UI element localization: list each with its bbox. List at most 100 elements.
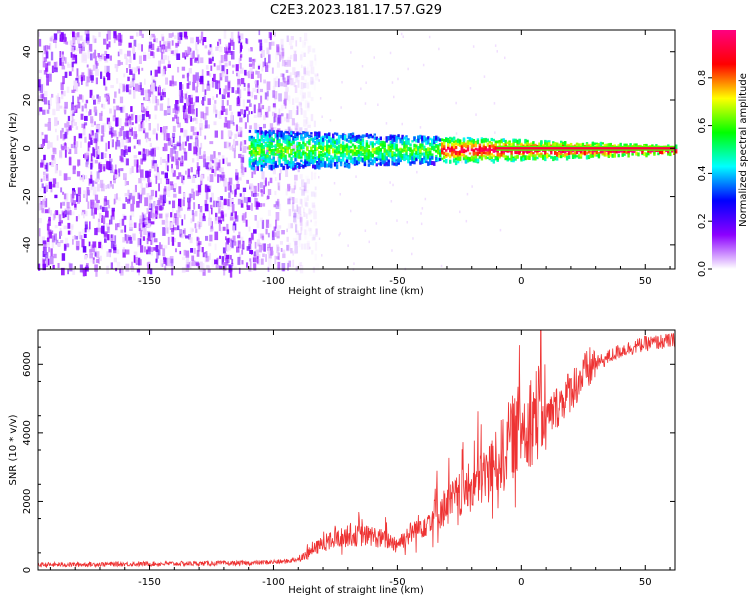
spectrogram-cell	[305, 175, 309, 180]
spectrogram-cell	[258, 158, 261, 163]
spectrogram-cell	[261, 235, 265, 241]
spectrogram-cell	[353, 157, 357, 162]
spectrogram-cell	[86, 64, 89, 68]
spectrogram-cell	[87, 201, 90, 209]
spectrogram-cell	[306, 67, 309, 71]
spectrogram-cell	[302, 40, 306, 48]
spectrogram-cell	[79, 177, 83, 181]
spectrogram-cell	[258, 157, 261, 160]
spectrogram-cell	[103, 77, 106, 86]
spectrogram-cell	[126, 138, 129, 143]
spectrogram-cell	[85, 157, 89, 165]
spectrogram-cell	[57, 263, 60, 268]
spectrogram-cell	[237, 132, 242, 137]
spectrogram-cell	[307, 63, 309, 70]
snr-x-tick-label: -50	[389, 577, 405, 588]
spectrogram-cell	[298, 233, 302, 241]
spectrogram-cell	[162, 87, 166, 92]
spectrogram-cell	[201, 69, 204, 78]
spectrogram-cell	[199, 261, 203, 269]
spectrogram-cell	[292, 237, 297, 243]
spectrogram-cell	[308, 135, 311, 139]
spectrogram-cell	[192, 191, 195, 200]
spectrogram-cell	[280, 130, 283, 135]
spectrogram-cell	[181, 174, 184, 184]
spectrogram-cell	[558, 153, 561, 158]
spectrogram-cell	[369, 158, 372, 162]
spectrogram-cell	[280, 107, 284, 112]
spectrogram-cell	[151, 82, 155, 92]
spectrogram-cell	[304, 229, 308, 235]
spectrogram-cell	[528, 152, 531, 158]
spectrogram-cell	[290, 134, 293, 138]
spectrogram-cell	[167, 97, 170, 107]
spectrogram-cell	[306, 161, 309, 164]
spectrogram-cell	[286, 228, 288, 233]
spectrogram-cell	[63, 90, 66, 97]
spectrogram-cell	[345, 147, 349, 152]
spectrogram-cell	[299, 72, 302, 76]
spectrogram-cell	[286, 159, 289, 165]
spectrogram-cell	[450, 151, 454, 157]
spectrogram-cell	[387, 137, 390, 140]
spectrogram-cell	[474, 147, 478, 151]
spectrogram-cell	[237, 126, 241, 135]
spectrogram-cell	[51, 93, 54, 98]
spectrogram-cell	[452, 140, 456, 144]
spectrogram-cell	[368, 240, 370, 244]
spectrogram-cell	[526, 155, 529, 160]
spectrogram-cell	[347, 149, 351, 153]
spectrogram-cell	[347, 155, 351, 160]
spectrogram-cell	[343, 163, 347, 167]
spectrogram-cell	[250, 143, 254, 149]
spectrogram-cell	[365, 149, 369, 152]
spectrogram-cell	[199, 217, 203, 227]
spectrogram-cell	[231, 258, 234, 264]
spectrogram-cell	[613, 152, 616, 158]
spectrogram-cell	[381, 143, 384, 146]
spectrogram-cell	[183, 214, 186, 220]
spectrogram-cell	[38, 218, 42, 224]
spectrogram-cell	[53, 33, 58, 41]
spectrogram-cell	[256, 161, 259, 165]
spectrogram-cell	[179, 229, 183, 237]
spectrogram-cell	[296, 77, 301, 82]
spectrogram-cell	[488, 144, 491, 148]
spectrogram-cell	[97, 222, 101, 228]
spectrogram-cell	[51, 239, 55, 248]
spectrogram-cell	[287, 260, 291, 270]
spectrogram-cell	[328, 158, 331, 163]
spectrogram-cell	[301, 189, 305, 196]
spectrogram-cell	[345, 163, 349, 168]
spectrogram-cell	[179, 94, 182, 100]
spectrogram-cell	[197, 184, 202, 193]
spectrogram-cell	[496, 156, 499, 161]
spectrogram-cell	[435, 149, 438, 153]
spectrogram-cell	[71, 225, 74, 230]
spectrogram-cell	[227, 162, 231, 167]
spectrogram-cell	[273, 127, 277, 132]
spectrogram-cell	[288, 75, 292, 79]
spectrogram-cell	[554, 156, 557, 161]
spectrogram-cell	[278, 149, 281, 153]
spectrogram-cell	[256, 144, 259, 147]
spectrogram-cell	[303, 182, 307, 192]
spectrogram-cell	[478, 156, 482, 159]
spectrogram-cell	[94, 194, 99, 201]
spectrogram-cell	[200, 57, 204, 64]
spectrogram-cell	[308, 227, 311, 232]
spectrogram-cell	[330, 160, 333, 165]
spectrogram-cell	[391, 143, 394, 148]
spectrogram-cell	[225, 51, 229, 55]
spectrogram-cell	[589, 154, 593, 158]
spectrogram-cell	[280, 113, 284, 117]
spectrogram-cell	[122, 247, 125, 253]
spectrogram-cell	[387, 146, 390, 150]
spectrogram-cell	[192, 102, 196, 106]
spectrogram-cell	[253, 114, 257, 118]
spectrogram-cell	[72, 31, 75, 38]
colorbar-tick-label: 0.8	[697, 70, 708, 86]
spectrogram-cell	[175, 158, 178, 166]
spectrogram-cell	[108, 249, 112, 253]
spectrogram-cell	[282, 152, 285, 158]
